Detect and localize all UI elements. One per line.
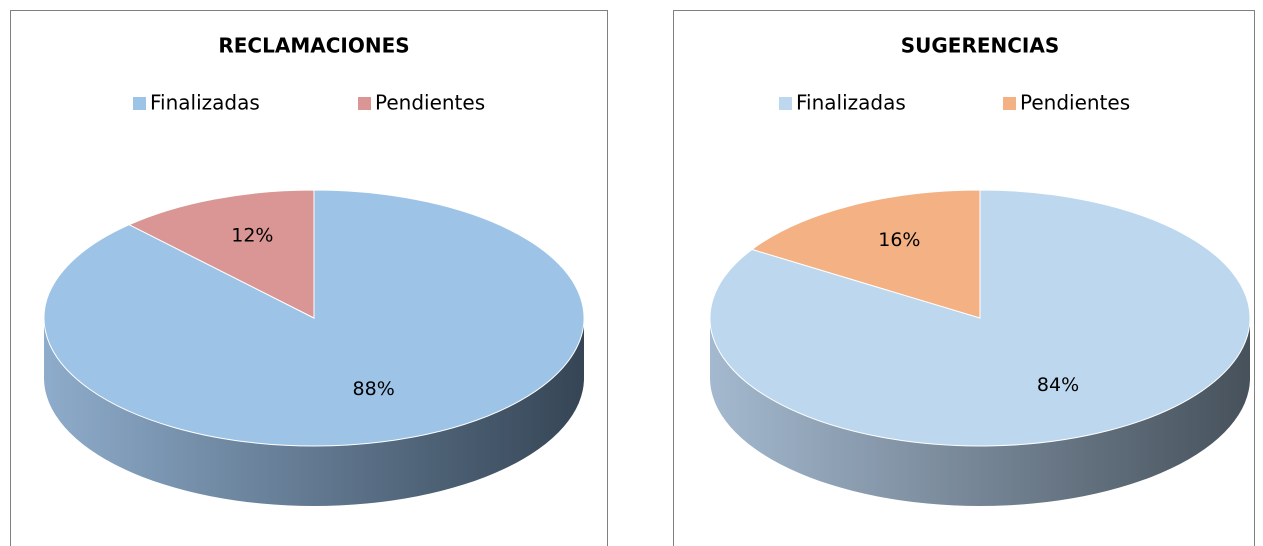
legend-swatch [779, 97, 792, 110]
pie-slice [128, 189, 315, 319]
legend-swatch [133, 97, 146, 110]
legend-label: Pendientes [1020, 91, 1130, 115]
data-label: 84% [1037, 374, 1079, 396]
legend-label: Finalizadas [150, 91, 260, 115]
data-label: 16% [878, 229, 920, 251]
data-label: 88% [353, 378, 395, 400]
pie-slice [709, 189, 1251, 447]
pie-slice [43, 189, 585, 447]
chart-title: SUGERENCIAS [901, 34, 1060, 58]
chart-title: RECLAMACIONES [218, 34, 409, 58]
legend-swatch [358, 97, 371, 110]
data-label: 12% [231, 225, 273, 247]
legend-label: Finalizadas [796, 91, 906, 115]
legend-swatch [1003, 97, 1016, 110]
legend-label: Pendientes [375, 91, 485, 115]
pie-slice [750, 189, 981, 319]
